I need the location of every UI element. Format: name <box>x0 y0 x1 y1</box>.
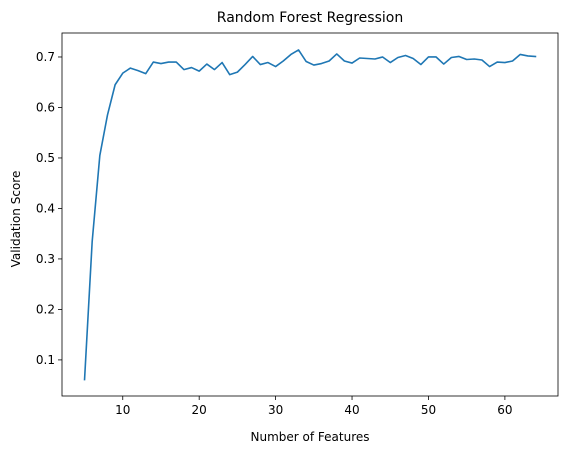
y-tick-label: 0.4 <box>36 201 55 215</box>
y-axis-label: Validation Score <box>9 171 23 268</box>
y-tick-label: 0.1 <box>36 353 55 367</box>
x-tick-label: 30 <box>268 403 283 417</box>
plot-frame <box>61 32 559 397</box>
y-tick-label: 0.5 <box>36 151 55 165</box>
x-tick-label: 50 <box>421 403 436 417</box>
x-tick-label: 60 <box>497 403 512 417</box>
y-tick-label: 0.7 <box>36 50 55 64</box>
y-tick-label: 0.2 <box>36 302 55 316</box>
plot-area <box>83 49 537 381</box>
chart-title: Random Forest Regression <box>217 10 403 26</box>
series-line <box>83 49 537 381</box>
x-tick-label: 10 <box>115 403 130 417</box>
y-tick-label: 0.6 <box>36 100 55 114</box>
x-axis: 10 20 30 40 50 60 <box>115 396 513 417</box>
x-axis-label: Number of Features <box>251 430 370 444</box>
x-tick-label: 20 <box>192 403 207 417</box>
y-axis: 0.1 0.2 0.3 0.4 0.5 0.6 0.7 <box>36 50 62 367</box>
x-tick-label: 40 <box>344 403 359 417</box>
y-tick-label: 0.3 <box>36 252 55 266</box>
